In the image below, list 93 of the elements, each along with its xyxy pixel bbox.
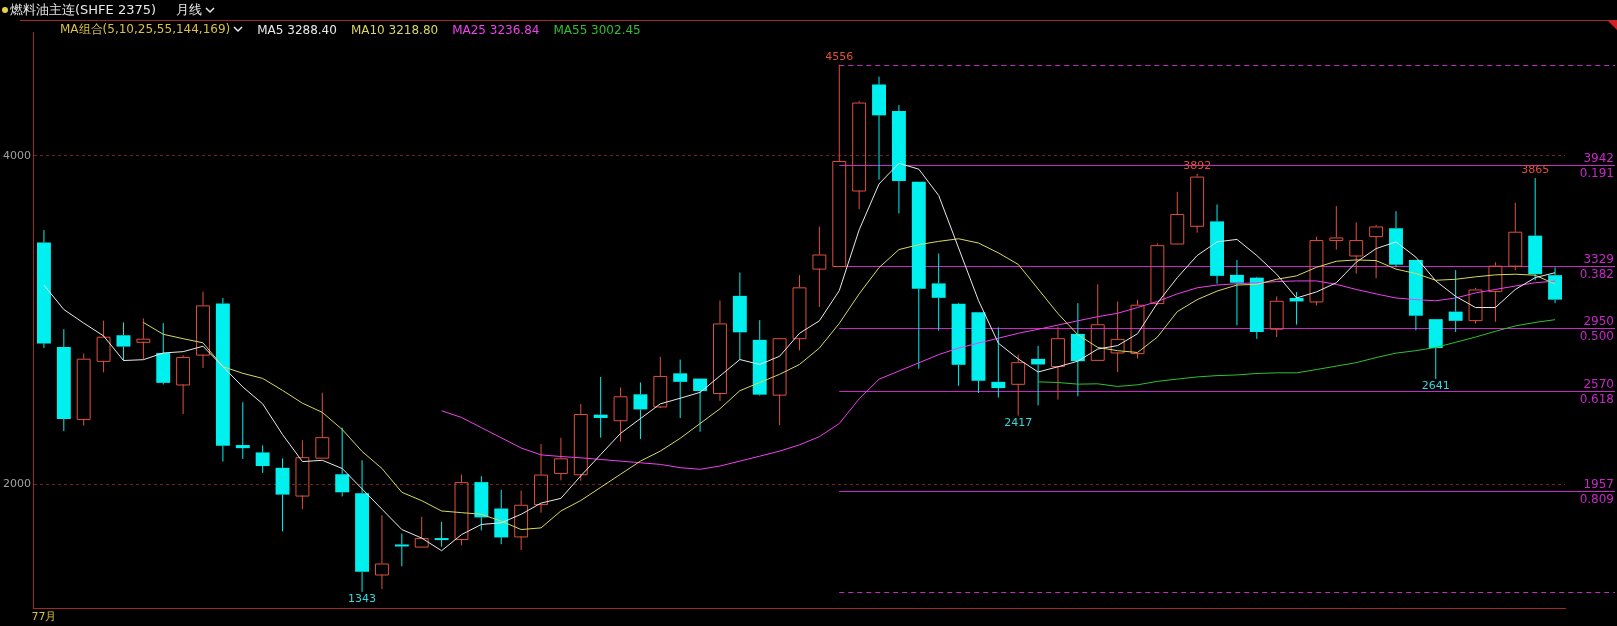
candlestick <box>553 437 568 481</box>
candlestick <box>593 376 608 439</box>
candlestick <box>1329 205 1344 251</box>
candlestick <box>852 100 867 210</box>
candlestick <box>1508 202 1523 271</box>
candlestick <box>1170 191 1185 245</box>
annotation: 0.618 <box>1579 392 1614 407</box>
candlestick <box>1448 269 1463 333</box>
candlestick <box>255 444 270 474</box>
legend-label: MA5 3288.40 <box>257 22 337 37</box>
chart-title: 燃料油主连(SHFE 2375) <box>10 1 157 19</box>
candlestick <box>1528 177 1543 281</box>
candlestick <box>633 382 648 440</box>
candlestick <box>872 76 886 181</box>
candlestick <box>1210 203 1224 285</box>
chart-subtitle: 月线 <box>176 1 203 19</box>
candlestick <box>1229 259 1244 326</box>
candlestick <box>991 326 1006 399</box>
candlestick <box>1428 319 1443 380</box>
candlestick <box>315 392 330 459</box>
annotation: 0.191 <box>1579 166 1614 181</box>
annotation: 1343 <box>348 592 377 606</box>
candlestick <box>514 489 529 551</box>
ref-line-label: 3942 <box>1583 150 1614 165</box>
candlestick <box>434 521 449 548</box>
candlestick <box>534 443 548 514</box>
candlestick <box>1031 345 1046 406</box>
candlestick <box>792 274 807 351</box>
candlestick <box>374 514 389 590</box>
candlestick <box>1349 222 1364 275</box>
ref-line-label: 2950 <box>1583 313 1614 328</box>
candlestick <box>812 226 827 308</box>
text: MA55 3002.45 <box>553 22 641 37</box>
candlestick <box>156 322 171 385</box>
ref-line-label: 3329 <box>1583 251 1614 266</box>
candlestick <box>732 272 747 361</box>
candlestick <box>96 320 111 373</box>
candlestick <box>772 338 787 426</box>
candlestick <box>176 354 191 415</box>
candlestick <box>1548 266 1563 304</box>
annotation: 2417 <box>1004 416 1033 430</box>
candlestick <box>335 427 350 497</box>
legend-title: MA组合(5,10,25,55,144,169) <box>60 21 231 38</box>
candlestick <box>1090 283 1105 361</box>
candlestick <box>1369 224 1384 279</box>
text: MA10 3218.80 <box>350 22 439 37</box>
candlestick <box>215 297 230 463</box>
candlestick <box>1011 354 1026 417</box>
candlestick <box>295 439 310 510</box>
candlestick <box>911 181 926 370</box>
candlestick <box>355 459 370 593</box>
candlestick <box>673 359 688 419</box>
candlestick <box>36 229 51 349</box>
candlestick <box>931 253 946 332</box>
y-tick-label: 2000 <box>2 476 31 490</box>
candlestick <box>76 353 91 427</box>
annotation: 2641 <box>1421 379 1450 393</box>
candlestick <box>1408 259 1423 331</box>
candlestick <box>832 64 847 267</box>
candlestick <box>951 303 966 387</box>
candlestick <box>971 312 986 394</box>
candlestick <box>235 401 250 460</box>
candlestick <box>116 321 131 362</box>
candlestick <box>891 104 906 214</box>
y-tick-label: 4000 <box>2 148 31 162</box>
candlestick <box>1488 261 1503 323</box>
ref-line-label: 2570 <box>1583 376 1614 391</box>
candlestick <box>414 516 429 548</box>
candlestick <box>1070 302 1085 397</box>
text: MA25 3236.84 <box>452 22 540 37</box>
annotation: 4556 <box>825 50 854 64</box>
annotation: 0.500 <box>1579 329 1614 344</box>
annotation: 0.809 <box>1579 492 1614 507</box>
ref-line-label: 1957 <box>1583 476 1614 491</box>
candlestick <box>1389 210 1403 268</box>
candlestick <box>136 317 151 360</box>
candlestick <box>1051 326 1065 401</box>
candlestick <box>613 386 628 443</box>
candlestick <box>713 299 727 402</box>
annotation: 3865 <box>1521 163 1550 177</box>
candlestick <box>653 356 668 409</box>
candlestick <box>1249 277 1264 340</box>
candlestick <box>693 378 708 433</box>
x-tick-label: 77月 <box>31 610 57 624</box>
candlestick <box>275 457 290 532</box>
candlestick <box>1269 295 1284 338</box>
candlestick <box>394 533 409 567</box>
candlestick <box>474 475 489 531</box>
candlestick <box>56 328 71 432</box>
candlestick <box>1110 300 1125 373</box>
candlestick <box>752 319 767 395</box>
candlestick <box>1130 299 1145 360</box>
annotation: 0.382 <box>1579 267 1614 282</box>
